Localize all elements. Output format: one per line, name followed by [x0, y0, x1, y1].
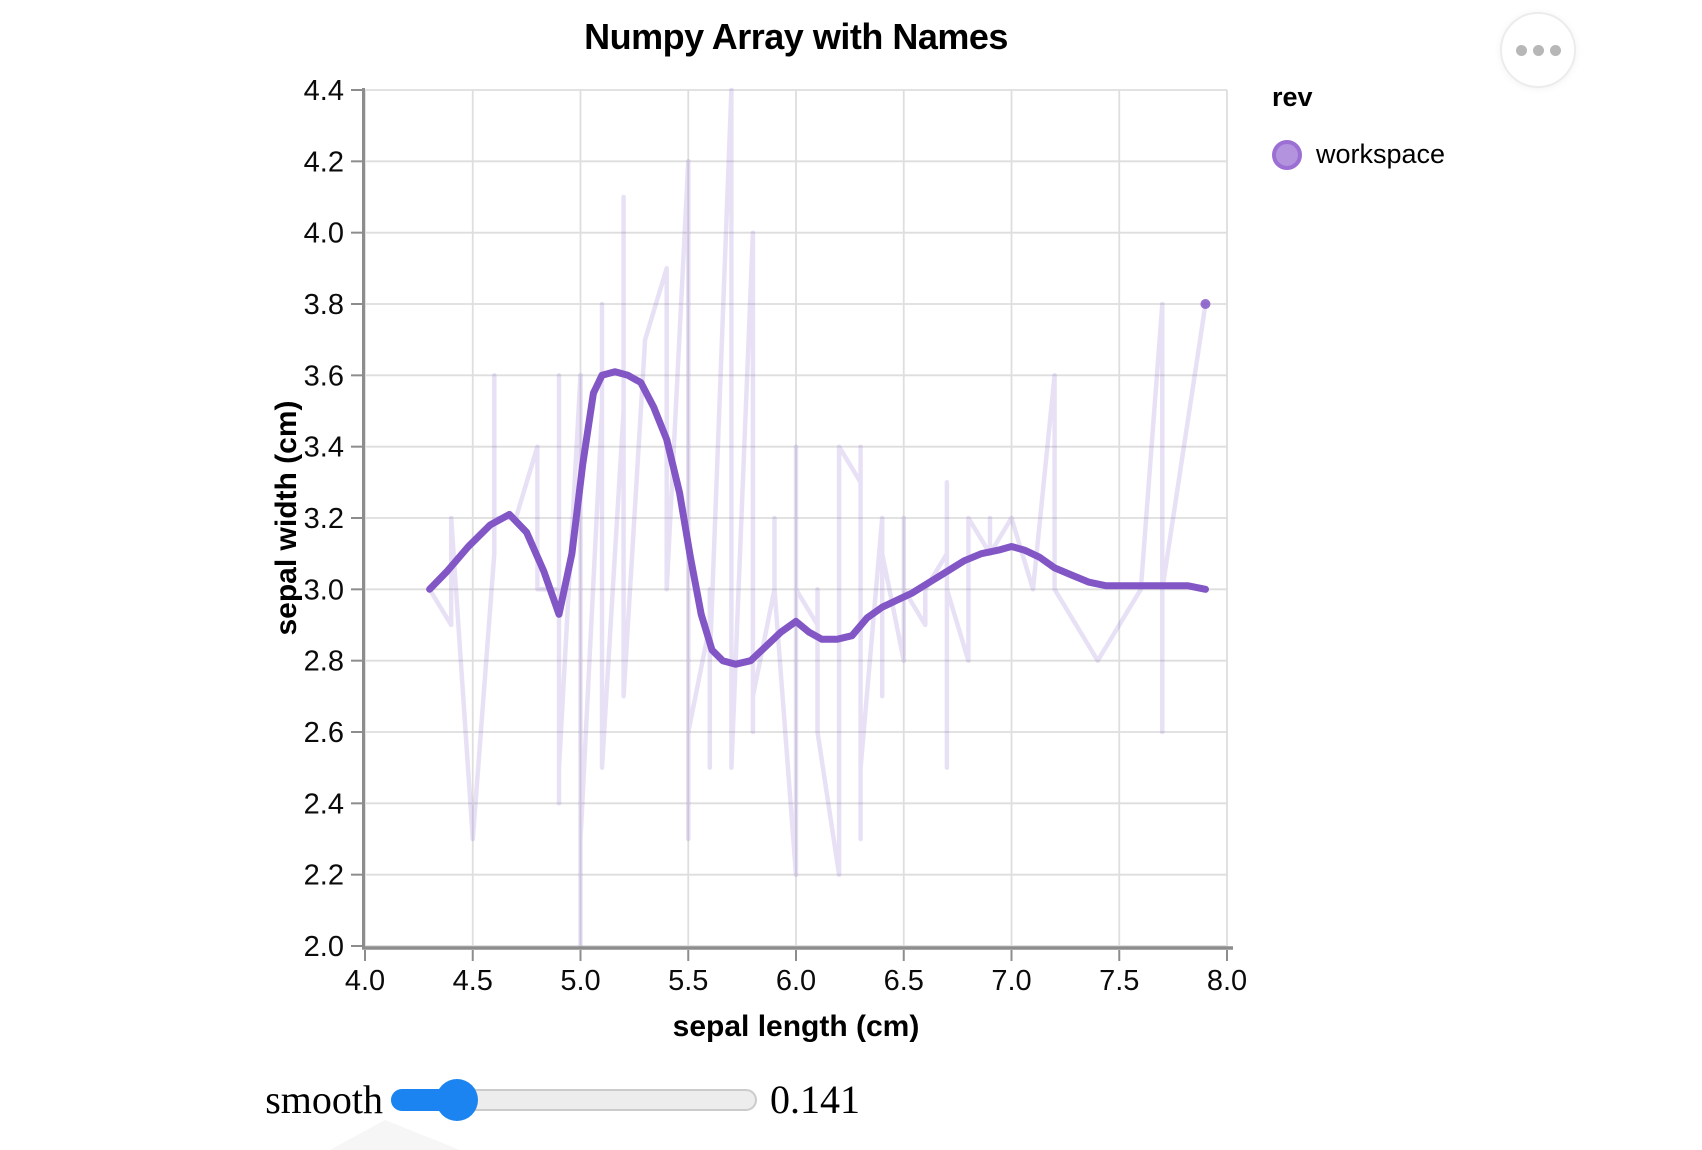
series-point-endpoint [1200, 299, 1211, 309]
legend: rev workspace [1272, 82, 1445, 170]
series-line-loess-smooth [426, 368, 1209, 668]
svg-text:4.4: 4.4 [304, 75, 344, 107]
x-axis: 4.0 4.5 5.0 5.5 6.0 6.5 7.0 7.5 8.0 [345, 946, 1247, 997]
svg-text:3.6: 3.6 [304, 360, 344, 392]
legend-item-label: workspace [1316, 139, 1446, 169]
svg-text:3.2: 3.2 [304, 503, 344, 535]
svg-text:4.0: 4.0 [304, 218, 344, 250]
y-axis: 2.0 2.2 2.4 2.6 2.8 3.0 3.2 3.4 3.6 3.8 4.0 4.2 4.4 [304, 75, 365, 963]
svg-text:5.5: 5.5 [668, 965, 708, 997]
legend-item-workspace: workspace [1272, 139, 1445, 170]
x-axis-title: sepal length (cm) [672, 1010, 920, 1043]
svg-text:3.0: 3.0 [304, 574, 344, 606]
svg-text:4.0: 4.0 [345, 965, 385, 997]
svg-text:3.8: 3.8 [304, 289, 344, 321]
legend-title: rev [1272, 82, 1313, 112]
chart-title: Numpy Array with Names [584, 16, 1008, 57]
svg-text:5.0: 5.0 [560, 965, 600, 997]
svg-text:7.0: 7.0 [991, 965, 1031, 997]
y-axis-title: sepal width (cm) [270, 400, 303, 636]
legend-swatch-circle-icon [1272, 139, 1302, 170]
series [426, 87, 1211, 949]
svg-text:7.5: 7.5 [1099, 965, 1139, 997]
svg-text:3.4: 3.4 [304, 432, 344, 464]
smooth-slider-value: 0.141 [770, 1077, 860, 1122]
slider-shadow-artifact [330, 1120, 460, 1150]
svg-text:4.2: 4.2 [304, 146, 344, 178]
svg-text:2.0: 2.0 [304, 931, 344, 963]
svg-text:4.5: 4.5 [453, 965, 493, 997]
svg-text:2.8: 2.8 [304, 646, 344, 678]
svg-text:2.2: 2.2 [304, 860, 344, 892]
svg-text:8.0: 8.0 [1207, 965, 1247, 997]
svg-text:6.0: 6.0 [776, 965, 816, 997]
svg-text:6.5: 6.5 [884, 965, 924, 997]
gridlines [364, 89, 1228, 947]
ellipsis-icon [1515, 44, 1561, 56]
smooth-slider-label: smooth [265, 1077, 383, 1122]
smooth-slider-thumb[interactable] [436, 1079, 478, 1121]
svg-text:2.6: 2.6 [304, 717, 344, 749]
chart-actions-menu-button[interactable] [1500, 12, 1576, 88]
svg-text:2.4: 2.4 [304, 788, 344, 820]
